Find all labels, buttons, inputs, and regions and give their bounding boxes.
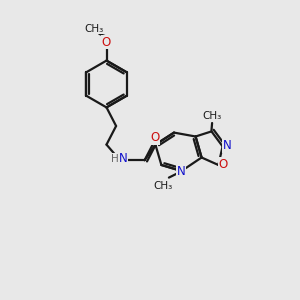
Text: CH₃: CH₃ — [84, 23, 104, 34]
Text: H: H — [111, 154, 119, 164]
Text: CH₃: CH₃ — [153, 181, 172, 191]
Text: O: O — [102, 35, 111, 49]
Text: CH₃: CH₃ — [202, 111, 222, 122]
Text: N: N — [223, 139, 232, 152]
Text: O: O — [219, 158, 228, 171]
Text: O: O — [151, 131, 160, 144]
Text: N: N — [176, 165, 185, 178]
Text: N: N — [118, 152, 127, 166]
